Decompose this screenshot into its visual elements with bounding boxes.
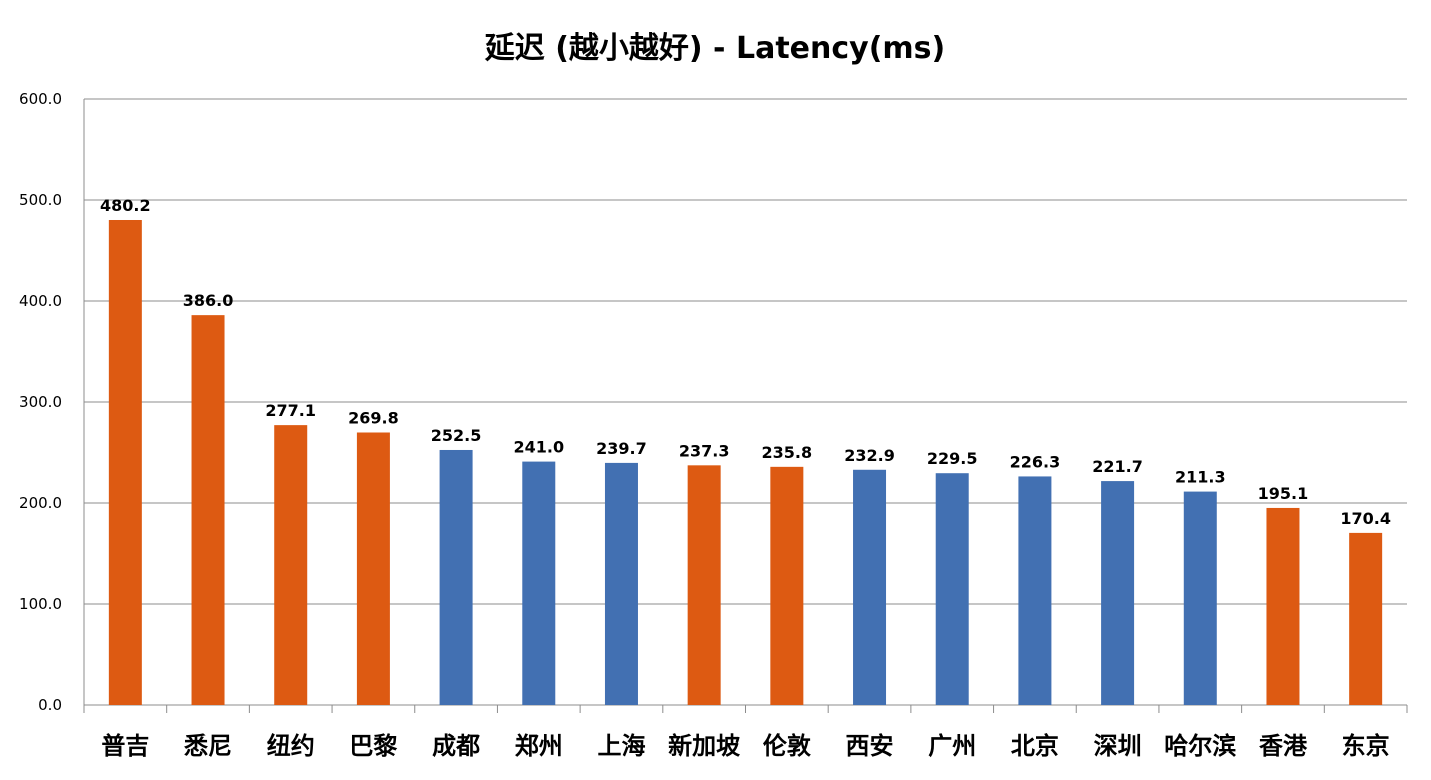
data-label: 277.1 — [265, 401, 316, 420]
data-label: 269.8 — [348, 409, 399, 428]
bar — [1101, 481, 1135, 705]
data-label: 480.2 — [100, 196, 151, 215]
x-tick-label: 上海 — [597, 732, 645, 760]
bar — [935, 473, 969, 705]
y-tick-label: 500.0 — [19, 191, 62, 209]
y-tick-label: 600.0 — [19, 90, 62, 108]
data-label: 252.5 — [431, 426, 482, 445]
bar — [687, 465, 721, 705]
bar — [356, 432, 390, 705]
data-label: 170.4 — [1340, 509, 1391, 528]
data-label: 241.0 — [513, 438, 564, 457]
bar — [439, 449, 473, 705]
bar — [1018, 476, 1052, 705]
data-label: 386.0 — [183, 291, 234, 310]
x-tick-label: 新加坡 — [668, 732, 740, 760]
data-label: 211.3 — [1175, 468, 1226, 487]
y-tick-label: 100.0 — [19, 595, 62, 613]
x-tick-label: 巴黎 — [349, 732, 397, 760]
bar — [770, 466, 804, 705]
x-tick-label: 成都 — [432, 732, 480, 760]
x-tick-label: 郑州 — [515, 732, 563, 760]
bar — [191, 315, 225, 705]
bar — [604, 462, 638, 705]
x-axis-ticks: 普吉 悉尼 纽约 巴黎 成都 郑州 上海 新加坡 伦敦 西安 广州 北京 深圳 哈尔滨 香港 东京 — [101, 732, 1389, 760]
bar — [274, 425, 308, 705]
y-tick-label: 400.0 — [19, 292, 62, 310]
x-tick-label: 广州 — [928, 732, 976, 760]
x-tick-label: 普吉 — [101, 732, 149, 760]
bar — [853, 469, 887, 705]
x-tick-label: 深圳 — [1094, 732, 1142, 760]
data-label: 226.3 — [1010, 452, 1061, 471]
x-tick-label: 伦敦 — [763, 732, 812, 760]
bar — [1349, 532, 1383, 705]
bar — [1183, 491, 1217, 705]
bar — [108, 219, 142, 706]
data-label: 237.3 — [679, 441, 730, 460]
data-labels: 480.2 386.0 277.1 269.8 252.5 241.0 239.7 237.3… — [100, 196, 1391, 528]
y-tick-label: 300.0 — [19, 393, 62, 411]
bar — [1266, 507, 1300, 705]
chart-title: 延迟 (越小越好) - Latency(ms) — [484, 31, 946, 66]
bars — [108, 219, 1383, 706]
data-label: 232.9 — [844, 446, 895, 465]
y-axis-ticks: 0.0 100.0 200.0 300.0 400.0 500.0 600.0 — [19, 90, 62, 714]
x-tick-label: 香港 — [1259, 732, 1308, 760]
x-tick-label: 纽约 — [267, 732, 315, 760]
y-tick-label: 200.0 — [19, 494, 62, 512]
x-tick-label: 西安 — [846, 732, 894, 760]
data-label: 229.5 — [927, 449, 978, 468]
x-tick-label: 悉尼 — [184, 732, 232, 760]
bar — [522, 461, 556, 705]
x-tick-label: 北京 — [1011, 732, 1059, 760]
data-label: 221.7 — [1092, 457, 1143, 476]
x-tick-label: 哈尔滨 — [1164, 732, 1236, 760]
x-tick-label: 东京 — [1342, 732, 1390, 760]
y-tick-label: 0.0 — [38, 696, 62, 714]
data-label: 239.7 — [596, 439, 647, 458]
data-label: 235.8 — [762, 443, 813, 462]
data-label: 195.1 — [1258, 484, 1309, 503]
